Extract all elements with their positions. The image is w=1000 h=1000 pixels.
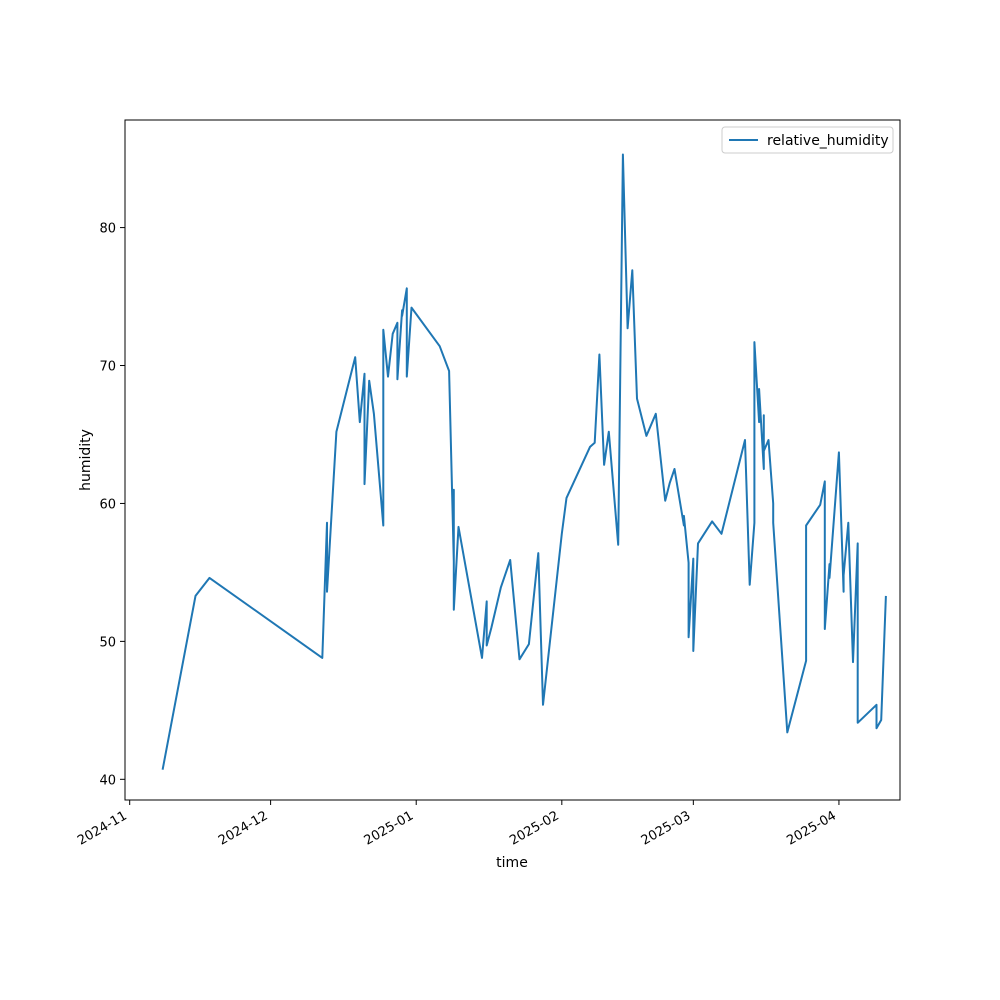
y-tick-label: 80: [99, 222, 116, 237]
series-layer: [161, 153, 887, 770]
y-tick-label: 40: [99, 773, 116, 788]
legend-box: [721, 126, 894, 154]
y-tick-label: 50: [99, 635, 116, 650]
series-line-relative-humidity: [161, 153, 887, 770]
legend: relative_humidity: [721, 126, 894, 154]
y-axis-label: humidity: [78, 429, 94, 491]
y-tick-label: 70: [99, 360, 116, 375]
plot-frame: [124, 119, 901, 801]
y-axis-ticks: 40 50 60 70 80: [99, 222, 125, 788]
x-axis-label: time: [496, 855, 528, 871]
y-tick-label: 60: [99, 497, 116, 512]
legend-label: relative_humidity: [767, 133, 889, 149]
